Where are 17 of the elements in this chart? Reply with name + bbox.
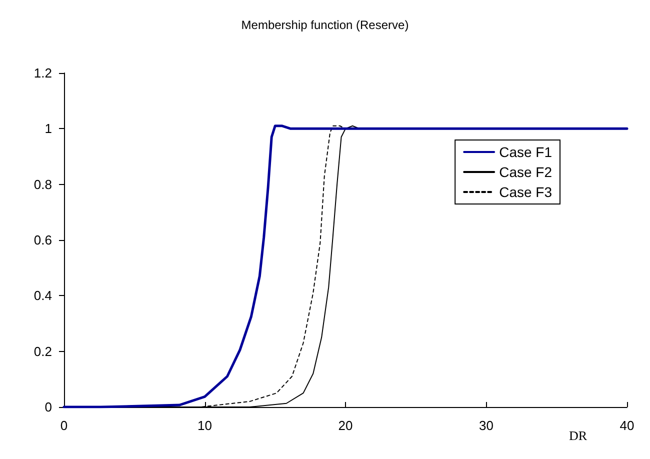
y-tick-label: 1.2 bbox=[34, 66, 52, 80]
legend-label: Case F2 bbox=[499, 164, 552, 180]
legend-label: Case F1 bbox=[499, 144, 552, 160]
y-tick-label: 0 bbox=[44, 400, 52, 414]
x-tick-label: 10 bbox=[198, 418, 212, 433]
chart-title: Membership function (Reserve) bbox=[241, 18, 409, 32]
x-tick-label: 0 bbox=[60, 418, 68, 433]
y-tick-label: 0.8 bbox=[34, 176, 52, 192]
x-tick-label: 20 bbox=[338, 418, 353, 433]
x-axis-title: DR bbox=[568, 428, 588, 443]
x-tick-label: 40 bbox=[620, 418, 634, 433]
x-tick-label: 30 bbox=[479, 418, 494, 433]
y-tick-label: 0.6 bbox=[34, 232, 52, 248]
legend-label: Case F3 bbox=[499, 184, 552, 200]
y-tick-label: 1 bbox=[44, 121, 52, 136]
y-tick-label: 0.2 bbox=[34, 344, 52, 359]
y-tick-label: 0.4 bbox=[34, 288, 52, 304]
